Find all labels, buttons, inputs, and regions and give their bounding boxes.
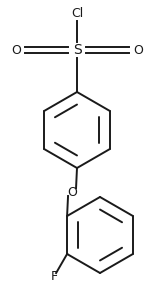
Text: F: F — [51, 270, 58, 283]
Text: S: S — [73, 43, 81, 57]
Text: O: O — [67, 186, 77, 199]
Text: Cl: Cl — [71, 7, 83, 20]
Text: O: O — [11, 44, 21, 57]
Text: O: O — [133, 44, 143, 57]
